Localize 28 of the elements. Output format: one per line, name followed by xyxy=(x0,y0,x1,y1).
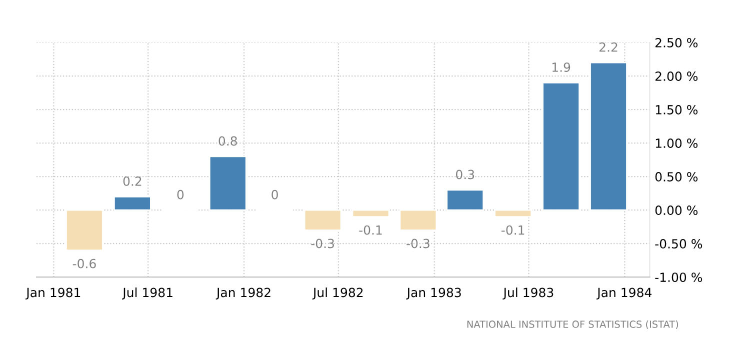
y-tick-label: -0.50 % xyxy=(655,239,702,249)
x-tick-label: Jul 1983 xyxy=(502,288,554,300)
data-label: 0 xyxy=(177,190,184,200)
y-tick-label: 1.50 % xyxy=(656,105,698,114)
x-tick-label: Jan 1981 xyxy=(26,288,80,300)
x-tick-label: Jul 1982 xyxy=(312,288,363,300)
data-label: 0 xyxy=(272,190,278,200)
x-tick-label: Jan 1982 xyxy=(216,288,270,300)
data-label: 1.9 xyxy=(552,62,570,72)
data-label: -0.1 xyxy=(502,225,524,235)
y-tick-label: 1.00 % xyxy=(656,138,698,148)
y-tick-label: 2.50 % xyxy=(655,38,698,48)
y-tick-label: 2.00 % xyxy=(655,71,698,81)
data-label: -0.1 xyxy=(359,225,382,235)
data-label: 0.2 xyxy=(123,176,142,186)
x-tick-label: Jan 1984 xyxy=(596,288,652,300)
data-label: -0.3 xyxy=(311,238,334,248)
x-tick-label: Jul 1981 xyxy=(122,288,172,300)
x-tick-label: Jan 1983 xyxy=(406,288,461,300)
y-tick-label: -1.00 % xyxy=(655,272,702,282)
y-tick-label: 0.50 % xyxy=(655,172,698,182)
data-label: -0.3 xyxy=(406,238,430,248)
data-label: 2.2 xyxy=(599,42,618,52)
y-tick-label: 0.00 % xyxy=(655,206,698,215)
data-label: 0.8 xyxy=(218,136,237,146)
text: NATIONAL INSTITUTE OF STATISTICS (ISTAT) xyxy=(467,320,678,330)
data-label: -0.6 xyxy=(72,258,96,268)
data-label: 0.3 xyxy=(456,170,474,180)
